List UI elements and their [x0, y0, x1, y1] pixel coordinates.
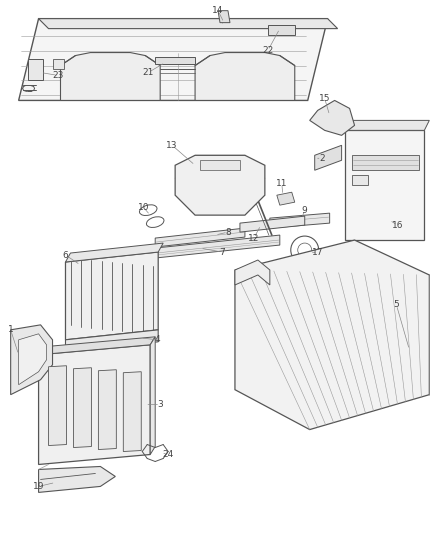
Text: 2: 2	[319, 154, 325, 163]
Polygon shape	[19, 334, 46, 385]
Text: 8: 8	[225, 228, 231, 237]
Polygon shape	[155, 228, 245, 247]
Text: 24: 24	[162, 450, 174, 459]
Polygon shape	[39, 466, 115, 492]
Polygon shape	[352, 155, 419, 170]
Polygon shape	[39, 345, 150, 464]
Polygon shape	[345, 120, 429, 131]
Text: 14: 14	[212, 6, 224, 15]
Polygon shape	[49, 366, 67, 446]
Polygon shape	[310, 100, 355, 135]
Polygon shape	[200, 160, 240, 170]
Polygon shape	[66, 252, 158, 340]
Polygon shape	[66, 330, 158, 352]
Polygon shape	[270, 213, 330, 228]
Polygon shape	[99, 370, 117, 449]
Polygon shape	[60, 53, 160, 100]
Polygon shape	[155, 56, 195, 63]
Text: 11: 11	[276, 179, 288, 188]
Polygon shape	[19, 19, 328, 100]
Text: 21: 21	[142, 68, 154, 77]
Polygon shape	[53, 59, 64, 69]
Polygon shape	[218, 11, 230, 22]
Text: 9: 9	[302, 206, 307, 215]
Text: 3: 3	[157, 400, 163, 409]
Polygon shape	[235, 240, 429, 430]
Polygon shape	[74, 368, 92, 448]
Polygon shape	[345, 131, 424, 240]
Polygon shape	[240, 216, 305, 232]
Polygon shape	[155, 235, 280, 258]
Text: 4: 4	[154, 335, 160, 344]
Polygon shape	[352, 175, 367, 185]
Text: 1: 1	[8, 325, 14, 334]
Polygon shape	[124, 372, 141, 451]
Polygon shape	[66, 243, 163, 262]
Text: 19: 19	[33, 482, 44, 491]
Polygon shape	[314, 146, 342, 170]
Polygon shape	[195, 53, 295, 100]
Polygon shape	[268, 25, 295, 35]
Text: 12: 12	[248, 233, 260, 243]
Polygon shape	[39, 337, 155, 355]
Text: 6: 6	[63, 251, 68, 260]
Text: 5: 5	[394, 301, 399, 309]
Polygon shape	[28, 59, 42, 80]
Text: 22: 22	[262, 46, 273, 55]
Text: 17: 17	[312, 247, 323, 256]
Text: 15: 15	[319, 94, 330, 103]
Polygon shape	[11, 325, 53, 394]
Text: 10: 10	[138, 203, 149, 212]
Polygon shape	[39, 19, 338, 29]
Polygon shape	[235, 260, 270, 285]
Text: 16: 16	[392, 221, 403, 230]
Text: 7: 7	[219, 247, 225, 256]
Polygon shape	[277, 192, 295, 205]
Text: 13: 13	[166, 141, 178, 150]
Polygon shape	[150, 337, 155, 455]
Polygon shape	[175, 155, 265, 215]
Text: 23: 23	[53, 71, 64, 80]
